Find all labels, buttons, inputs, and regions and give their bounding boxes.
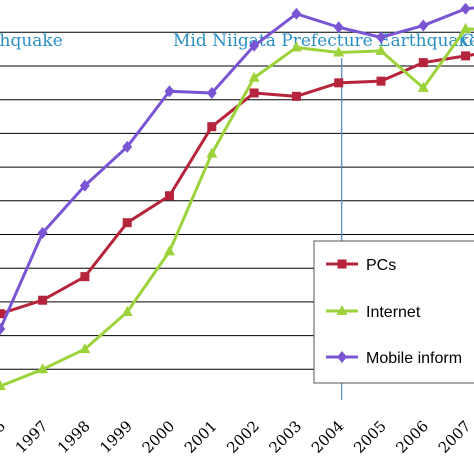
x-axis-tick-labels: 1995199619971998199920002001200220032004…: [0, 417, 474, 457]
data-point: [79, 343, 91, 354]
data-point: [460, 22, 472, 33]
x-tick-label: 2001: [181, 417, 221, 457]
data-point: [417, 81, 429, 92]
data-point: [164, 245, 175, 256]
legend: PCs Internet Mobile inform: [313, 240, 474, 384]
x-tick-label: 2007: [435, 417, 474, 457]
legend-item: PCs: [326, 257, 396, 274]
data-point: [337, 351, 347, 363]
data-point: [291, 7, 302, 20]
data-point: [80, 272, 90, 282]
data-point: [122, 140, 133, 153]
x-tick-label: 1999: [96, 417, 136, 457]
x-tick-label: 1998: [54, 417, 94, 457]
data-point: [122, 218, 132, 228]
x-tick-label: 2003: [265, 417, 305, 457]
data-point: [375, 44, 387, 55]
legend-label: Internet: [366, 304, 421, 321]
data-point: [207, 122, 217, 132]
data-point: [376, 31, 386, 44]
data-point: [37, 226, 48, 239]
x-tick-label: 1996: [0, 417, 9, 457]
x-tick-label: 2000: [139, 417, 179, 457]
event-label: Earthquake: [0, 31, 63, 51]
data-point: [206, 147, 218, 158]
data-point: [0, 380, 6, 391]
data-point: [336, 305, 348, 315]
data-point: [418, 58, 428, 68]
data-point: [37, 363, 49, 374]
data-point: [249, 39, 260, 52]
data-point: [333, 46, 345, 57]
data-point: [38, 295, 48, 305]
data-point: [0, 309, 5, 319]
data-point: [249, 88, 259, 98]
data-point: [333, 21, 344, 34]
gridlines: [0, 31, 474, 370]
data-point: [206, 86, 217, 99]
data-point: [334, 78, 344, 88]
legend-label: PCs: [366, 257, 396, 274]
x-tick-label: 2004: [308, 417, 348, 457]
data-point: [165, 191, 174, 201]
data-point: [0, 322, 6, 335]
data-point: [418, 19, 429, 32]
data-point: [290, 41, 302, 52]
data-point: [291, 91, 301, 101]
x-tick-label: 1997: [12, 417, 52, 457]
legend-item: Mobile inform: [326, 350, 462, 367]
series-lines: [0, 2, 474, 391]
x-tick-label: 2006: [392, 417, 432, 457]
data-point: [121, 306, 133, 317]
data-point: [461, 51, 471, 61]
data-point: [460, 2, 471, 15]
x-tick-label: 2002: [223, 417, 263, 457]
legend-label: Mobile inform: [366, 350, 462, 367]
data-point: [248, 71, 260, 82]
data-point: [79, 179, 90, 192]
event-label: C: [461, 31, 474, 51]
data-point: [337, 259, 347, 269]
data-point: [376, 76, 386, 86]
series-mobile-inform: [0, 2, 474, 335]
event-label: Mid Niigata Prefecture Earthquake: [173, 31, 474, 51]
series-pcs: [0, 51, 474, 319]
data-point: [164, 85, 175, 98]
x-tick-label: 2005: [350, 417, 390, 457]
series-line: [0, 27, 474, 388]
series-internet: [0, 22, 474, 391]
legend-item: Internet: [326, 304, 421, 321]
